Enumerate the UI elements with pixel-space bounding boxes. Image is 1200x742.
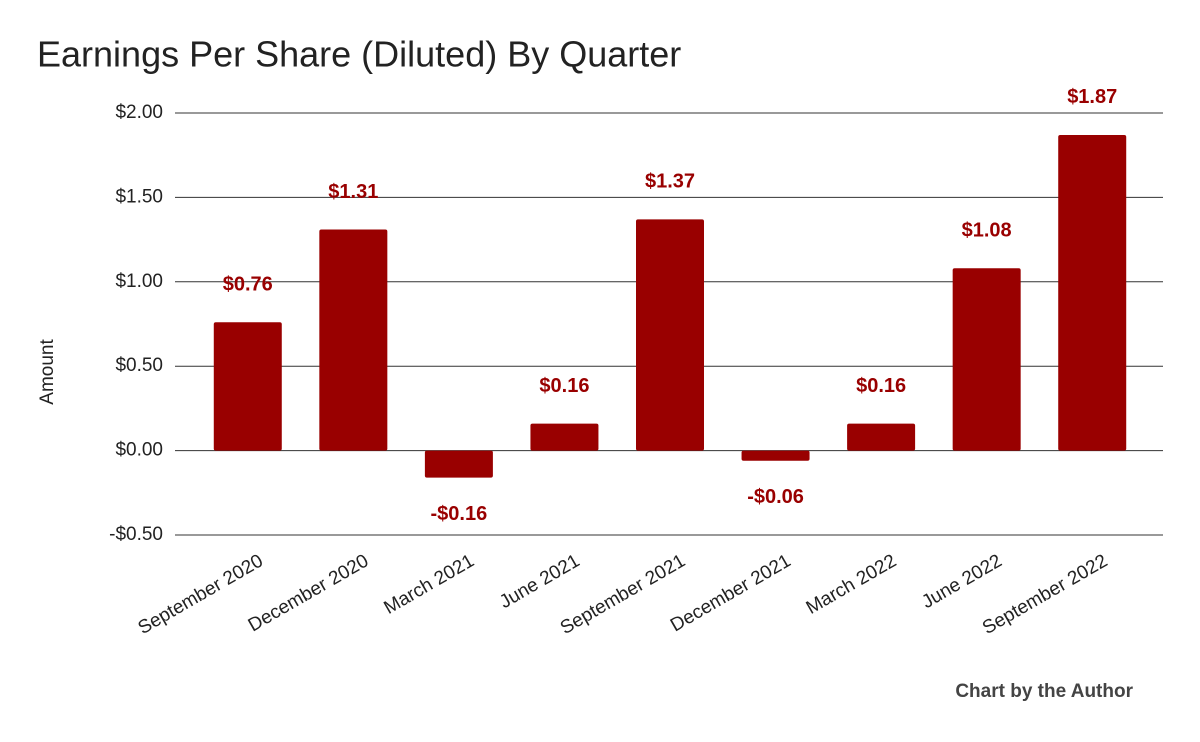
value-label: $1.31 (328, 181, 378, 203)
value-label: $1.87 (1067, 86, 1117, 108)
value-label: $0.16 (539, 375, 589, 397)
x-tick-label: December 2021 (667, 550, 795, 636)
value-label: -$0.16 (431, 503, 488, 525)
y-tick-label: $2.00 (115, 102, 163, 123)
y-tick-label: $0.00 (115, 440, 163, 461)
footer: Chart by the Author (955, 681, 1133, 702)
value-label: $1.37 (645, 171, 695, 193)
bar (213, 322, 282, 451)
bar (952, 268, 1021, 451)
value-label: -$0.06 (747, 486, 804, 508)
y-tick-label: $1.50 (115, 186, 163, 207)
y-tick-label: -$0.50 (109, 524, 163, 545)
bar (530, 423, 599, 451)
y-axis-label: Amount (37, 339, 58, 405)
x-tick-label: September 2020 (135, 550, 267, 638)
value-label: $1.08 (962, 220, 1012, 242)
x-tick-label: June 2022 (918, 550, 1005, 613)
value-label: $0.76 (223, 274, 273, 296)
bar (319, 229, 388, 451)
bar (636, 219, 704, 451)
y-tick-label: $0.50 (115, 355, 163, 376)
bar (741, 450, 810, 461)
x-tick-label: December 2020 (245, 550, 373, 636)
bar (424, 450, 493, 478)
chart-title: Earnings Per Share (Diluted) By Quarter (37, 34, 681, 75)
bar (847, 423, 916, 451)
x-tick-label: June 2021 (496, 550, 583, 613)
bar (1058, 134, 1127, 451)
x-tick-label: March 2021 (380, 550, 477, 618)
y-tick-label: $1.00 (115, 271, 163, 292)
x-tick-label: March 2022 (803, 550, 900, 618)
value-label: $0.16 (856, 375, 906, 397)
